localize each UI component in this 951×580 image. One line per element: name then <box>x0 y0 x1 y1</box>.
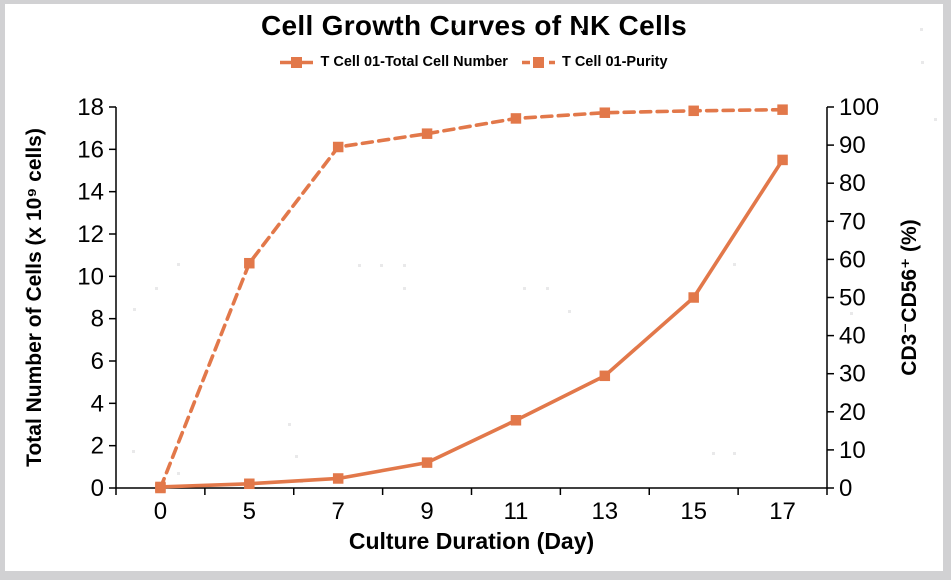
series-marker-purity <box>599 107 611 118</box>
series-line-total-cell-number <box>158 158 785 489</box>
watermark-dot <box>177 472 180 475</box>
right-axis-tick-label: 0 <box>839 475 852 502</box>
watermark-dot <box>132 450 135 453</box>
watermark-dot <box>288 423 291 426</box>
right-axis-tick-label: 100 <box>839 94 879 121</box>
right-axis-tick-label: 90 <box>839 132 866 159</box>
right-axis-tick-label: 20 <box>839 399 866 426</box>
left-axis-title: Total Number of Cells (x 10⁹ cells) <box>23 128 46 467</box>
left-axis-tick-label: 18 <box>77 94 104 121</box>
right-axis-tick-label: 70 <box>839 208 866 235</box>
x-axis-tick-label: 7 <box>332 498 345 525</box>
x-axis-tick-label: 17 <box>769 498 796 525</box>
watermark-dot <box>733 263 736 266</box>
watermark-dot <box>568 310 571 313</box>
watermark-dot <box>523 287 526 290</box>
series-line-purity <box>158 107 785 490</box>
x-axis-tick-label: 5 <box>243 498 256 525</box>
series-marker-purity <box>688 105 699 117</box>
left-axis-tick-label: 10 <box>77 263 104 290</box>
right-axis-tick-label: 30 <box>839 361 866 388</box>
right-axis-tick-label: 80 <box>839 170 866 197</box>
watermark-dot <box>934 118 937 121</box>
right-axis-tick-label: 60 <box>839 246 866 273</box>
x-axis-title: Culture Duration (Day) <box>349 528 594 554</box>
legend-label-total-cell-number: T Cell 01-Total Cell Number <box>320 54 508 70</box>
legend-solid-line-marker-icon <box>280 56 314 68</box>
watermark-dot <box>133 308 136 311</box>
right-axis-tick-label: 50 <box>839 285 866 312</box>
watermark-dot <box>850 312 853 315</box>
legend-item-total-cell-number: T Cell 01-Total Cell Number <box>280 54 508 70</box>
legend-item-purity: T Cell 01-Purity <box>521 54 668 70</box>
watermark-dot <box>580 28 583 31</box>
watermark-dot <box>155 287 158 290</box>
x-axis-tick-label: 9 <box>420 498 433 525</box>
series-marker-purity <box>332 141 344 153</box>
series-marker-purity <box>244 257 255 269</box>
watermark-dot <box>712 452 715 455</box>
series-marker-total-cell-number <box>599 370 611 382</box>
left-axis-tick-label: 16 <box>77 136 104 163</box>
series-marker-purity <box>155 482 166 494</box>
watermark-dot <box>403 287 406 290</box>
watermark-dot <box>921 61 924 64</box>
left-axis-tick-label: 4 <box>91 390 104 417</box>
watermark-dot <box>845 257 848 260</box>
x-axis-tick-label: 0 <box>154 498 167 525</box>
watermark-dot <box>358 264 361 267</box>
watermark-dot <box>455 25 458 28</box>
left-axis-tick-label: 2 <box>91 433 104 460</box>
chart-panel: Cell Growth Curves of NK Cells T Cell 01… <box>5 4 943 571</box>
left-axis-tick-label: 12 <box>77 221 104 248</box>
legend-dashed-line-marker-icon <box>521 56 555 68</box>
series-marker-total-cell-number <box>244 478 255 490</box>
series-marker-total-cell-number <box>777 154 788 166</box>
series-marker-total-cell-number <box>510 415 522 426</box>
watermark-dot <box>847 217 850 220</box>
right-axis-title: CD3⁻CD56⁺ (%) <box>898 219 921 375</box>
series-marker-purity <box>777 104 788 115</box>
series-marker-purity <box>510 113 522 124</box>
series-marker-total-cell-number <box>332 473 344 484</box>
x-axis-tick-label: 15 <box>680 498 707 525</box>
left-axis-tick-label: 6 <box>91 348 104 375</box>
watermark-dot <box>177 263 180 266</box>
series-marker-purity <box>421 128 433 139</box>
x-axis-tick-label: 13 <box>591 498 618 525</box>
series-marker-total-cell-number <box>688 292 699 303</box>
left-axis-tick-label: 0 <box>91 475 104 502</box>
watermark-dot <box>403 264 406 267</box>
right-axis-tick-label: 10 <box>839 437 866 464</box>
chart-title: Cell Growth Curves of NK Cells <box>261 10 687 41</box>
watermark-dot <box>733 452 736 455</box>
left-axis-tick-label: 8 <box>91 306 104 333</box>
watermark-dot <box>546 287 549 290</box>
legend-label-purity: T Cell 01-Purity <box>561 54 668 70</box>
right-axis-tick-label: 40 <box>839 323 866 350</box>
watermark-dot <box>295 455 298 458</box>
chart-legend: T Cell 01-Total Cell Number T Cell 01-Pu… <box>5 54 943 70</box>
watermark-dot <box>920 28 923 31</box>
x-axis-tick-label: 11 <box>503 498 528 525</box>
left-axis-tick-label: 14 <box>77 179 104 206</box>
series-marker-total-cell-number <box>421 457 433 468</box>
chart-plot-area: 0 2 4 6 8 10 12 14 16 18 0 10 20 30 40 50 60 70 80 90 100 0 5 7… <box>23 25 937 554</box>
watermark-dot <box>380 264 383 267</box>
